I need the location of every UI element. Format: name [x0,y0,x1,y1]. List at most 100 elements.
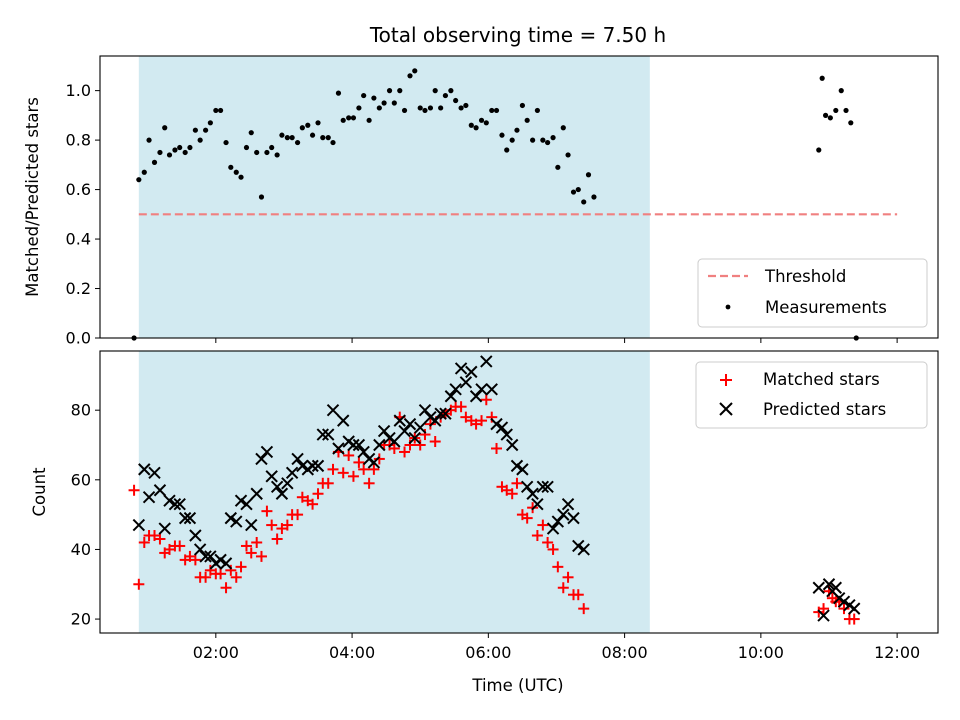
predicted-star-marker-b [408,431,421,445]
predicted-star-marker [812,581,825,594]
matched-star-marker [419,429,431,441]
measurements-points [131,68,859,341]
matched-star-marker [542,536,554,548]
measurement-point [407,73,413,79]
bottom-y-axis-title: Count [30,467,49,517]
matched-star-marker [200,571,212,583]
measurement-point [141,169,147,175]
predicted-star-marker-b [418,403,432,417]
predicted-star-marker-b [403,417,417,431]
measurement-point [346,115,352,121]
predicted-star-marker [377,424,391,438]
measurement-point [299,125,305,131]
measurement-point [401,107,408,114]
matched-star-marker [537,519,549,531]
measurement-point [315,120,321,126]
predicted-star-marker-b [148,466,161,480]
predicted-star-marker [245,518,258,532]
predicted-star-marker-b [230,515,243,528]
measurement-point [453,97,459,104]
top-ytick-label: 0.2 [66,279,91,298]
predicted-star-marker [352,438,366,452]
predicted-star-marker [138,463,151,476]
predicted-star-marker-b [531,497,544,511]
predicted-stars-points [132,355,861,622]
measurement-point [320,135,326,141]
matched-star-marker [353,456,365,468]
measurement-point [381,100,387,106]
measurement-point [361,92,367,99]
bottom-plot-frame [99,350,939,634]
predicted-star-marker [541,480,554,493]
measurement-point [427,105,434,111]
measurement-point [585,172,592,178]
matched-star-marker [255,550,267,562]
predicted-star-marker [291,452,304,466]
measurement-point [591,194,597,200]
predicted-star-marker [265,470,278,483]
predicted-star-marker-b [459,376,473,389]
measurement-point [172,147,178,153]
measurement-point [816,147,822,153]
predicted-star-marker-b [812,581,825,594]
bottom-xtick-label: 06:00 [465,643,511,662]
measurement-point [417,105,423,111]
predicted-star-marker [822,578,836,591]
predicted-star-marker [178,511,192,525]
top-ytick-label: 0.6 [66,180,91,199]
predicted-star-marker [577,543,590,556]
predicted-star-marker-b [465,365,478,379]
predicted-star-marker [490,417,503,431]
predicted-star-marker-b [250,487,263,500]
bottom-xtick-label: 04:00 [329,643,375,662]
measurement-point [514,127,520,133]
predicted-star-marker-b [260,445,274,459]
matched-star-marker [388,442,400,454]
predicted-star-marker [485,383,498,396]
measurement-point [157,149,163,156]
measurement-point [565,152,571,158]
matched-star-marker [358,463,370,475]
bottom-xtick-label: 12:00 [874,643,920,662]
measurement-point [213,107,219,114]
predicted-star-marker [183,511,197,525]
predicted-star-marker-b [158,522,171,535]
predicted-star-marker [158,522,171,535]
predicted-star-marker [520,480,534,493]
predicted-star-marker-b [337,414,350,427]
predicted-star-marker [326,403,340,417]
measurement-point [545,139,551,146]
predicted-star-marker-b [163,494,176,507]
measurement-point [366,117,372,123]
matched-star-marker [225,564,237,576]
top-ytick-label: 1.0 [66,81,91,100]
predicted-star-marker [153,484,167,497]
predicted-star-marker [546,522,560,535]
measurement-point [838,88,844,94]
predicted-star-marker [204,550,217,563]
predicted-star-marker [142,491,156,504]
matched-star-marker [572,589,584,601]
measurement-point [269,144,275,151]
predicted-star-marker [393,414,406,427]
top-chart-title: Total observing time = 7.50 h [369,23,666,47]
matched-star-marker [312,488,324,500]
predicted-star-marker-b [388,435,401,448]
matched-star-marker [480,394,492,406]
predicted-star-marker-b [132,518,146,532]
predicted-star-marker-b [480,355,493,368]
predicted-star-marker [454,362,468,375]
matched-star-marker [547,543,559,555]
predicted-star-marker [132,518,146,532]
measurement-point [570,189,577,195]
measurement-point [248,130,254,136]
matched-star-marker [848,613,860,625]
matched-star-marker [414,439,426,451]
predicted-star-marker [418,403,432,417]
measurement-point [422,107,428,114]
predicted-star-marker-b [444,390,458,403]
predicted-star-marker [250,487,263,500]
predicted-star-marker-b [332,442,345,455]
measurement-point [217,107,224,114]
predicted-star-marker-b [352,438,366,452]
